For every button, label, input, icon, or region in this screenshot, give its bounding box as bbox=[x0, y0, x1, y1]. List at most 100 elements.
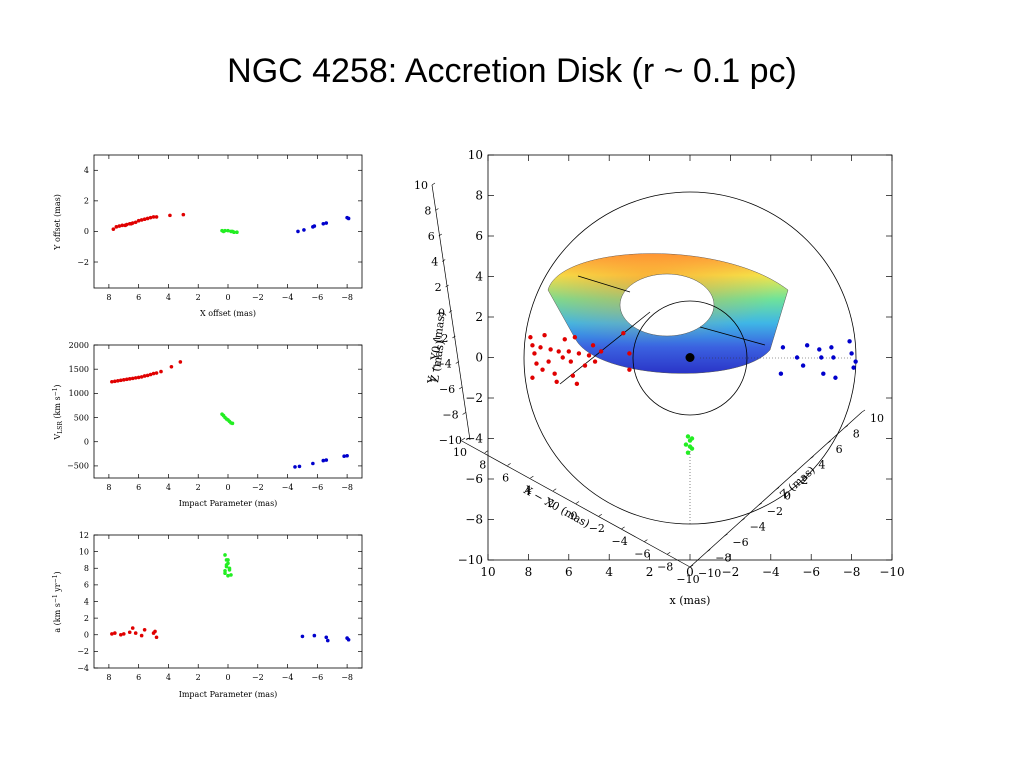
x-tick-label: 4 bbox=[166, 673, 171, 682]
data-point bbox=[133, 376, 138, 380]
y-tick-label: 6 bbox=[475, 229, 483, 243]
x-tick-label: −2 bbox=[252, 483, 264, 492]
axis-3d-tick-label: −8 bbox=[715, 552, 731, 565]
data-point bbox=[133, 220, 138, 225]
data-point bbox=[119, 632, 123, 637]
axis-3d-tick-label: 10 bbox=[414, 179, 428, 192]
data-point bbox=[226, 558, 230, 562]
x-tick-label: −6 bbox=[311, 293, 323, 302]
x-axis-label: X offset (mas) bbox=[200, 309, 256, 318]
x-tick-label: 2 bbox=[196, 293, 201, 302]
data-point bbox=[221, 229, 226, 234]
axis-3d-tick-label: −8 bbox=[442, 409, 458, 422]
data-point bbox=[574, 381, 580, 387]
axis-3d-tick-mark bbox=[459, 386, 463, 390]
axis-3d-tick-mark bbox=[484, 450, 488, 453]
y-tick-label: 2 bbox=[84, 614, 89, 623]
axis-3d-upper-left: 10 8 6 4 2 0 −2 −4 −6 −8 −10 bbox=[414, 179, 471, 447]
y-tick-label: 8 bbox=[84, 564, 89, 573]
y-tick-label: −4 bbox=[77, 664, 89, 673]
center-marker bbox=[685, 353, 695, 362]
axis-3d-tick-label: −2 bbox=[432, 332, 448, 345]
axis-3d-tick-mark bbox=[707, 549, 711, 552]
data-point bbox=[324, 221, 329, 225]
x-tick-label: −8 bbox=[843, 565, 861, 579]
data-point bbox=[819, 355, 824, 360]
axis-3d-tick-mark bbox=[575, 501, 580, 504]
data-point bbox=[829, 345, 834, 350]
axis-3d-tick-label: 8 bbox=[424, 205, 431, 218]
data-point bbox=[136, 218, 141, 223]
data-point bbox=[111, 227, 116, 231]
data-point bbox=[235, 230, 239, 235]
axis-3d-tick-mark bbox=[621, 526, 625, 530]
y-tick-label: −8 bbox=[465, 513, 483, 527]
y-tick-label: 8 bbox=[475, 189, 483, 203]
data-point bbox=[685, 434, 691, 439]
data-point bbox=[346, 216, 351, 221]
y-axis-label: Y offset (mas) bbox=[53, 194, 62, 251]
data-point bbox=[139, 633, 144, 638]
data-point bbox=[113, 379, 117, 384]
disk-line bbox=[559, 311, 651, 385]
x-tick-label: 2 bbox=[646, 565, 654, 579]
data-point bbox=[831, 355, 836, 360]
slide-title: NGC 4258: Accretion Disk (r ~ 0.1 pc) bbox=[227, 52, 797, 90]
x-tick-label: 4 bbox=[605, 565, 613, 579]
disk-hole bbox=[619, 273, 715, 337]
axis-3d-tick-mark bbox=[530, 475, 534, 479]
data-point bbox=[142, 374, 147, 378]
axis-3d-tick-label: 0 bbox=[571, 510, 578, 523]
y-tick-label: −4 bbox=[465, 432, 483, 446]
x-tick-label: −6 bbox=[311, 483, 323, 492]
x-tick-label: 8 bbox=[525, 565, 533, 579]
axis-3d-tick-label: 10 bbox=[453, 446, 467, 459]
data-point bbox=[321, 458, 326, 463]
y-tick-label: 2 bbox=[475, 310, 483, 324]
data-point bbox=[114, 225, 119, 229]
data-point bbox=[346, 637, 351, 642]
data-point bbox=[153, 629, 157, 634]
axis-3d-tick-mark bbox=[462, 412, 466, 415]
data-point bbox=[560, 355, 565, 360]
axis-3d-tick-mark bbox=[598, 513, 602, 517]
y-tick-label: 4 bbox=[84, 597, 89, 606]
data-point bbox=[159, 369, 163, 374]
data-point bbox=[142, 217, 147, 222]
axis-3d-tick-label: −6 bbox=[439, 383, 455, 396]
axis-3d-tick-label: 4 bbox=[818, 459, 825, 472]
x-tick-label: 6 bbox=[136, 483, 141, 492]
axis-3d-tick-label: 2 bbox=[435, 281, 442, 294]
x-tick-label: −2 bbox=[252, 293, 264, 302]
panel-accelerations: 8 6 4 2 0 −2 −4 −6 −8 12 10 8 6 4 2 0 −2 −4 Impact Param… bbox=[52, 531, 363, 699]
x-axis: 8 6 4 2 0 −2 −4 −6 −8 bbox=[106, 345, 353, 492]
x-tick-label: −6 bbox=[311, 673, 323, 682]
data-point bbox=[592, 359, 598, 364]
data-point bbox=[324, 458, 329, 462]
data-point bbox=[576, 351, 582, 356]
data-point bbox=[345, 453, 349, 458]
data-point bbox=[847, 339, 852, 344]
data-point bbox=[168, 213, 172, 218]
axis-3d-tick-label: −10 bbox=[676, 573, 699, 586]
axis-3d-tick-label: −6 bbox=[634, 548, 650, 561]
axis-3d-tick-mark bbox=[435, 208, 439, 211]
data-point bbox=[800, 363, 806, 368]
data-point bbox=[169, 364, 174, 369]
x-tick-label: 4 bbox=[166, 483, 171, 492]
axis-3d-tick-label: −10 bbox=[698, 567, 721, 580]
data-point bbox=[554, 379, 559, 384]
data-point bbox=[572, 335, 578, 340]
axis-3d-tick-mark bbox=[724, 533, 728, 537]
data-point bbox=[127, 630, 132, 635]
data-point bbox=[530, 343, 535, 348]
data-point bbox=[139, 218, 144, 222]
y-axis: 4 2 0 −2 bbox=[77, 166, 362, 267]
data-points bbox=[110, 360, 349, 469]
axis-3d-tick-mark bbox=[827, 440, 831, 444]
y-axis-label: VLSR (km s−1) bbox=[52, 384, 64, 440]
data-point bbox=[804, 343, 810, 348]
axis-3d-tick-mark bbox=[445, 284, 449, 288]
data-point bbox=[342, 454, 346, 459]
